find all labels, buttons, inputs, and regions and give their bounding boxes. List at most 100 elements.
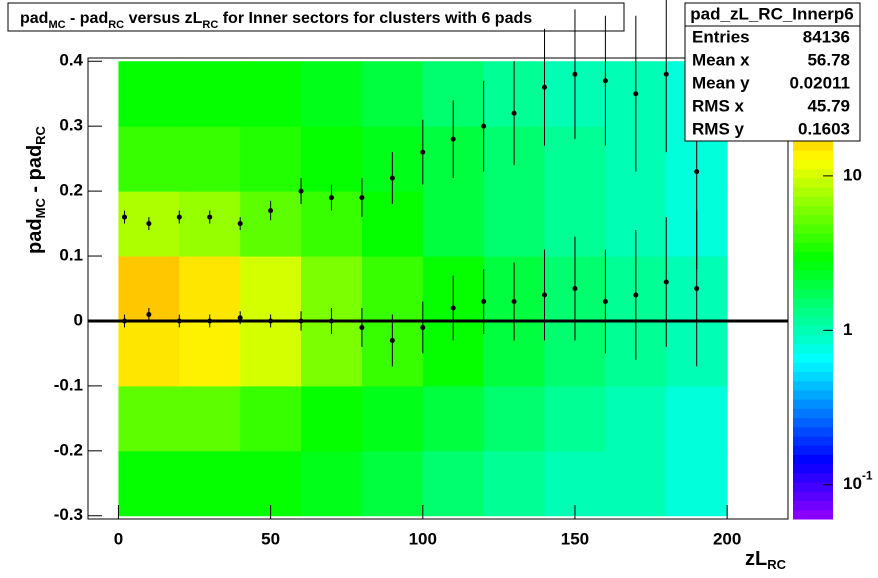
subscript: RC xyxy=(767,557,786,572)
subscript: MC xyxy=(48,19,65,31)
z-tick-label: 10 xyxy=(843,165,862,184)
y-tick-label: -0.2 xyxy=(54,440,83,459)
y-tick-label: 0.1 xyxy=(59,246,83,265)
profile-point xyxy=(542,84,548,90)
x-tick-label: 150 xyxy=(561,529,589,548)
colorbar-step xyxy=(793,472,833,483)
z-tick-label: 1 xyxy=(843,320,852,339)
heat-cell xyxy=(666,450,728,517)
x-tick-label: 0 xyxy=(114,529,123,548)
heat-cell xyxy=(422,191,485,257)
profile-point xyxy=(450,136,456,142)
colorbar-step xyxy=(793,343,833,354)
stats-value: 0.1603 xyxy=(798,119,850,138)
profile-point xyxy=(207,318,213,324)
heat-cell xyxy=(361,385,424,452)
heat-cell xyxy=(118,450,180,517)
colorbar-step xyxy=(793,223,833,234)
profile-point xyxy=(694,286,700,291)
heat-cell xyxy=(240,61,302,127)
stats-label: Mean y xyxy=(692,73,750,92)
y-axis-label: padMC - padRC xyxy=(24,125,48,254)
colorbar-step xyxy=(793,482,833,492)
stats-name: pad_zL_RC_Innerp6 xyxy=(690,4,853,23)
heat-cell xyxy=(361,61,424,127)
text-part: - pad xyxy=(66,10,109,27)
colorbar-step xyxy=(793,242,833,253)
stats-label: Entries xyxy=(692,27,750,46)
colorbar-step xyxy=(793,325,833,336)
colorbar-step xyxy=(793,150,833,160)
colorbar-step xyxy=(793,214,833,225)
heat-cell xyxy=(240,385,302,452)
colorbar-step xyxy=(793,380,833,391)
profile-point xyxy=(122,318,128,324)
profile-point xyxy=(572,286,578,291)
colorbar-step xyxy=(793,371,833,382)
text-part: - pad xyxy=(24,145,46,198)
heat-cell xyxy=(483,450,546,517)
profile-point xyxy=(602,78,608,84)
colorbar-step xyxy=(793,187,833,197)
colorbar-step xyxy=(793,500,833,511)
plot-frame xyxy=(87,57,789,520)
y-tick-label: -0.3 xyxy=(54,505,83,524)
heat-cell xyxy=(483,191,546,257)
colorbar-step xyxy=(793,454,833,465)
text-part: for Inner sectors for clusters with 6 pa… xyxy=(218,10,532,27)
heat-cell xyxy=(666,385,728,452)
colorbar-step xyxy=(793,334,833,345)
stats-value: 56.78 xyxy=(807,50,850,69)
heat-cell xyxy=(179,256,241,322)
profile-point xyxy=(481,298,487,304)
heat-cell xyxy=(240,126,302,192)
heat-cell xyxy=(118,126,180,192)
subscript: RC xyxy=(202,19,218,31)
y-tick-label: -0.1 xyxy=(54,375,83,394)
y-tick-label: 0.4 xyxy=(59,51,83,70)
heat-cell xyxy=(422,385,485,452)
stats-value: 84136 xyxy=(803,27,850,46)
heat-cell xyxy=(179,450,241,517)
profile-point xyxy=(389,337,395,343)
profile-point xyxy=(511,298,517,304)
colorbar-step xyxy=(793,306,833,317)
heat-cell xyxy=(544,385,606,452)
subscript: RC xyxy=(33,125,48,144)
colorbar-step xyxy=(793,426,833,437)
profile-point xyxy=(450,305,456,311)
colorbar-step xyxy=(793,177,833,188)
colorbar-step xyxy=(793,509,833,520)
colorbar-step xyxy=(793,399,833,409)
heat-cell xyxy=(422,450,485,517)
x-tick-label: 200 xyxy=(713,529,741,548)
profile-point xyxy=(663,71,669,77)
z-tick-exponent: -1 xyxy=(862,469,873,483)
profile-point xyxy=(176,318,182,324)
profile-point xyxy=(298,318,304,324)
colorbar-step xyxy=(793,196,833,207)
colorbar-step xyxy=(793,353,833,363)
profile-point xyxy=(207,214,213,220)
heat-cell xyxy=(179,191,241,257)
colorbar-step xyxy=(793,362,833,372)
profile-point xyxy=(511,110,517,116)
heat-cell xyxy=(301,61,363,127)
profile-point xyxy=(663,279,669,285)
heat-cell xyxy=(605,450,667,517)
colorbar-step xyxy=(793,140,833,151)
text-part: versus zL xyxy=(124,10,202,27)
profile-point xyxy=(633,91,639,97)
stats-label: RMS x xyxy=(692,96,745,115)
heat-cell xyxy=(240,256,302,322)
profile-point xyxy=(389,175,395,181)
heat-cell xyxy=(483,385,546,452)
heat-cell xyxy=(361,256,424,322)
stats-value: 45.79 xyxy=(807,96,850,115)
heat-cell xyxy=(361,450,424,517)
heat-cell xyxy=(118,385,180,452)
profile-point xyxy=(633,292,639,298)
colorbar-step xyxy=(793,168,833,179)
colorbar-step xyxy=(793,297,833,308)
